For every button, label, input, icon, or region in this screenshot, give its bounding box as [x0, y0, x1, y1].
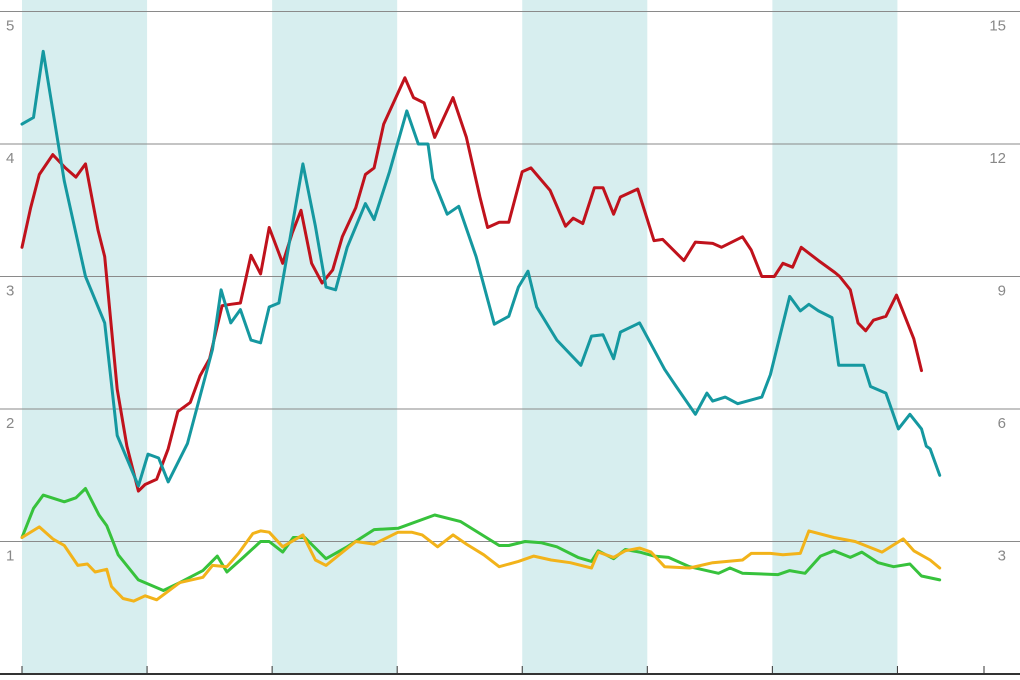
- series-lines: [20, 49, 942, 603]
- left-axis-ticks: 1 2 3 4 5: [6, 18, 14, 565]
- background-band-2: [272, 0, 398, 674]
- series-line-4: [20, 525, 942, 603]
- background-band-1: [22, 0, 148, 674]
- right-tick-label: 15: [989, 18, 1006, 35]
- background-band-3: [522, 0, 648, 674]
- x-axis: [0, 666, 1020, 675]
- right-axis-ticks: 3 6 9 12 15: [989, 18, 1006, 565]
- right-tick-label: 3: [998, 548, 1006, 565]
- series-line-3: [20, 487, 942, 592]
- series-line-1: [20, 76, 923, 493]
- left-tick-label: 5: [6, 18, 14, 35]
- left-tick-label: 1: [6, 548, 14, 565]
- left-tick-label: 3: [6, 283, 14, 300]
- right-tick-label: 12: [989, 150, 1006, 167]
- series-line-2: [20, 49, 942, 488]
- right-tick-label: 9: [998, 283, 1006, 300]
- right-tick-label: 6: [998, 415, 1006, 432]
- left-tick-label: 4: [6, 150, 14, 167]
- left-tick-label: 2: [6, 415, 14, 432]
- background-bands: [22, 0, 898, 674]
